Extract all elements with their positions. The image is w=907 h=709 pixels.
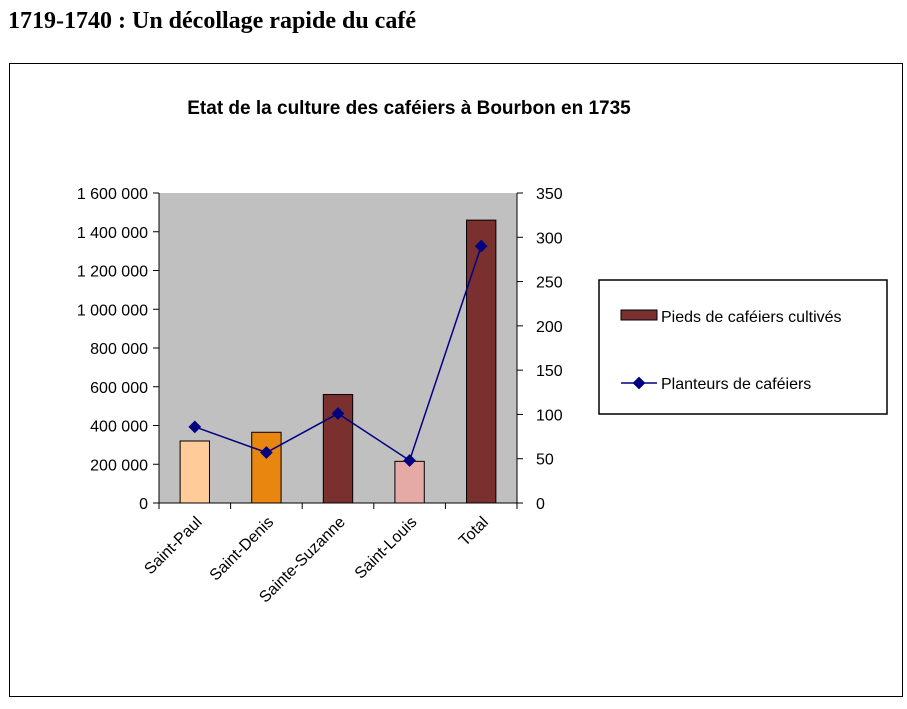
page-heading: 1719-1740 : Un décollage rapide du café <box>8 8 416 34</box>
line-point <box>260 446 273 459</box>
legend-bar-swatch <box>620 309 658 321</box>
bar <box>179 440 210 504</box>
left-axis-tick-label: 200 000 <box>90 457 148 474</box>
right-axis-tick-label: 350 <box>536 186 563 203</box>
right-axis-tick-label: 0 <box>536 496 545 513</box>
right-axis-tick-label: 150 <box>536 363 563 380</box>
chart-frame: Etat de la culture des caféiers à Bourbo… <box>9 63 903 697</box>
left-axis-tick-label: 400 000 <box>90 419 148 436</box>
right-axis-tick-label: 50 <box>536 452 554 469</box>
bar <box>394 460 425 504</box>
legend-line-label: Planteurs de caféiers <box>661 376 811 393</box>
right-axis-tick-label: 300 <box>536 230 563 247</box>
right-axis-tick-label: 250 <box>536 275 563 292</box>
left-axis-tick-label: 1 400 000 <box>77 225 148 242</box>
legend-bar-label: Pieds de caféiers cultivés <box>661 309 842 326</box>
left-axis-tick-label: 1 600 000 <box>77 186 148 203</box>
x-axis-category-label: Saint-Denis <box>207 514 278 585</box>
line-point <box>403 454 416 467</box>
line-point <box>331 407 345 420</box>
legend: Pieds de caféiers cultivés Planteurs de … <box>598 279 888 415</box>
x-axis-category-label: Total <box>456 514 492 550</box>
line-point <box>188 420 202 434</box>
left-axis-tick-label: 1 200 000 <box>77 264 148 281</box>
right-axis: 0 50 100 150 200 250 300 350 <box>516 186 563 513</box>
bar-series <box>179 219 497 504</box>
left-axis-tick-label: 0 <box>139 496 148 513</box>
legend-box <box>598 279 888 415</box>
chart-svg: Etat de la culture des caféiers à Bourbo… <box>77 98 888 606</box>
left-axis-tick-label: 1 000 000 <box>77 302 148 319</box>
bar <box>251 431 282 504</box>
left-axis-tick-label: 600 000 <box>90 380 148 397</box>
right-axis-tick-label: 200 <box>536 319 563 336</box>
right-axis-tick-label: 100 <box>536 407 563 424</box>
x-axis-category-label: Saint-Louis <box>352 514 421 583</box>
x-axis-category-label: Saint-Paul <box>141 514 205 578</box>
left-axis-tick-label: 800 000 <box>90 341 148 358</box>
line-series <box>188 239 488 467</box>
bar <box>466 219 497 504</box>
line-point <box>474 239 488 253</box>
left-axis: 0 200 000 400 000 600 000 800 000 1 000 000 1 … <box>77 186 160 513</box>
chart-title: Etat de la culture des caféiers à Bourbo… <box>187 98 631 119</box>
